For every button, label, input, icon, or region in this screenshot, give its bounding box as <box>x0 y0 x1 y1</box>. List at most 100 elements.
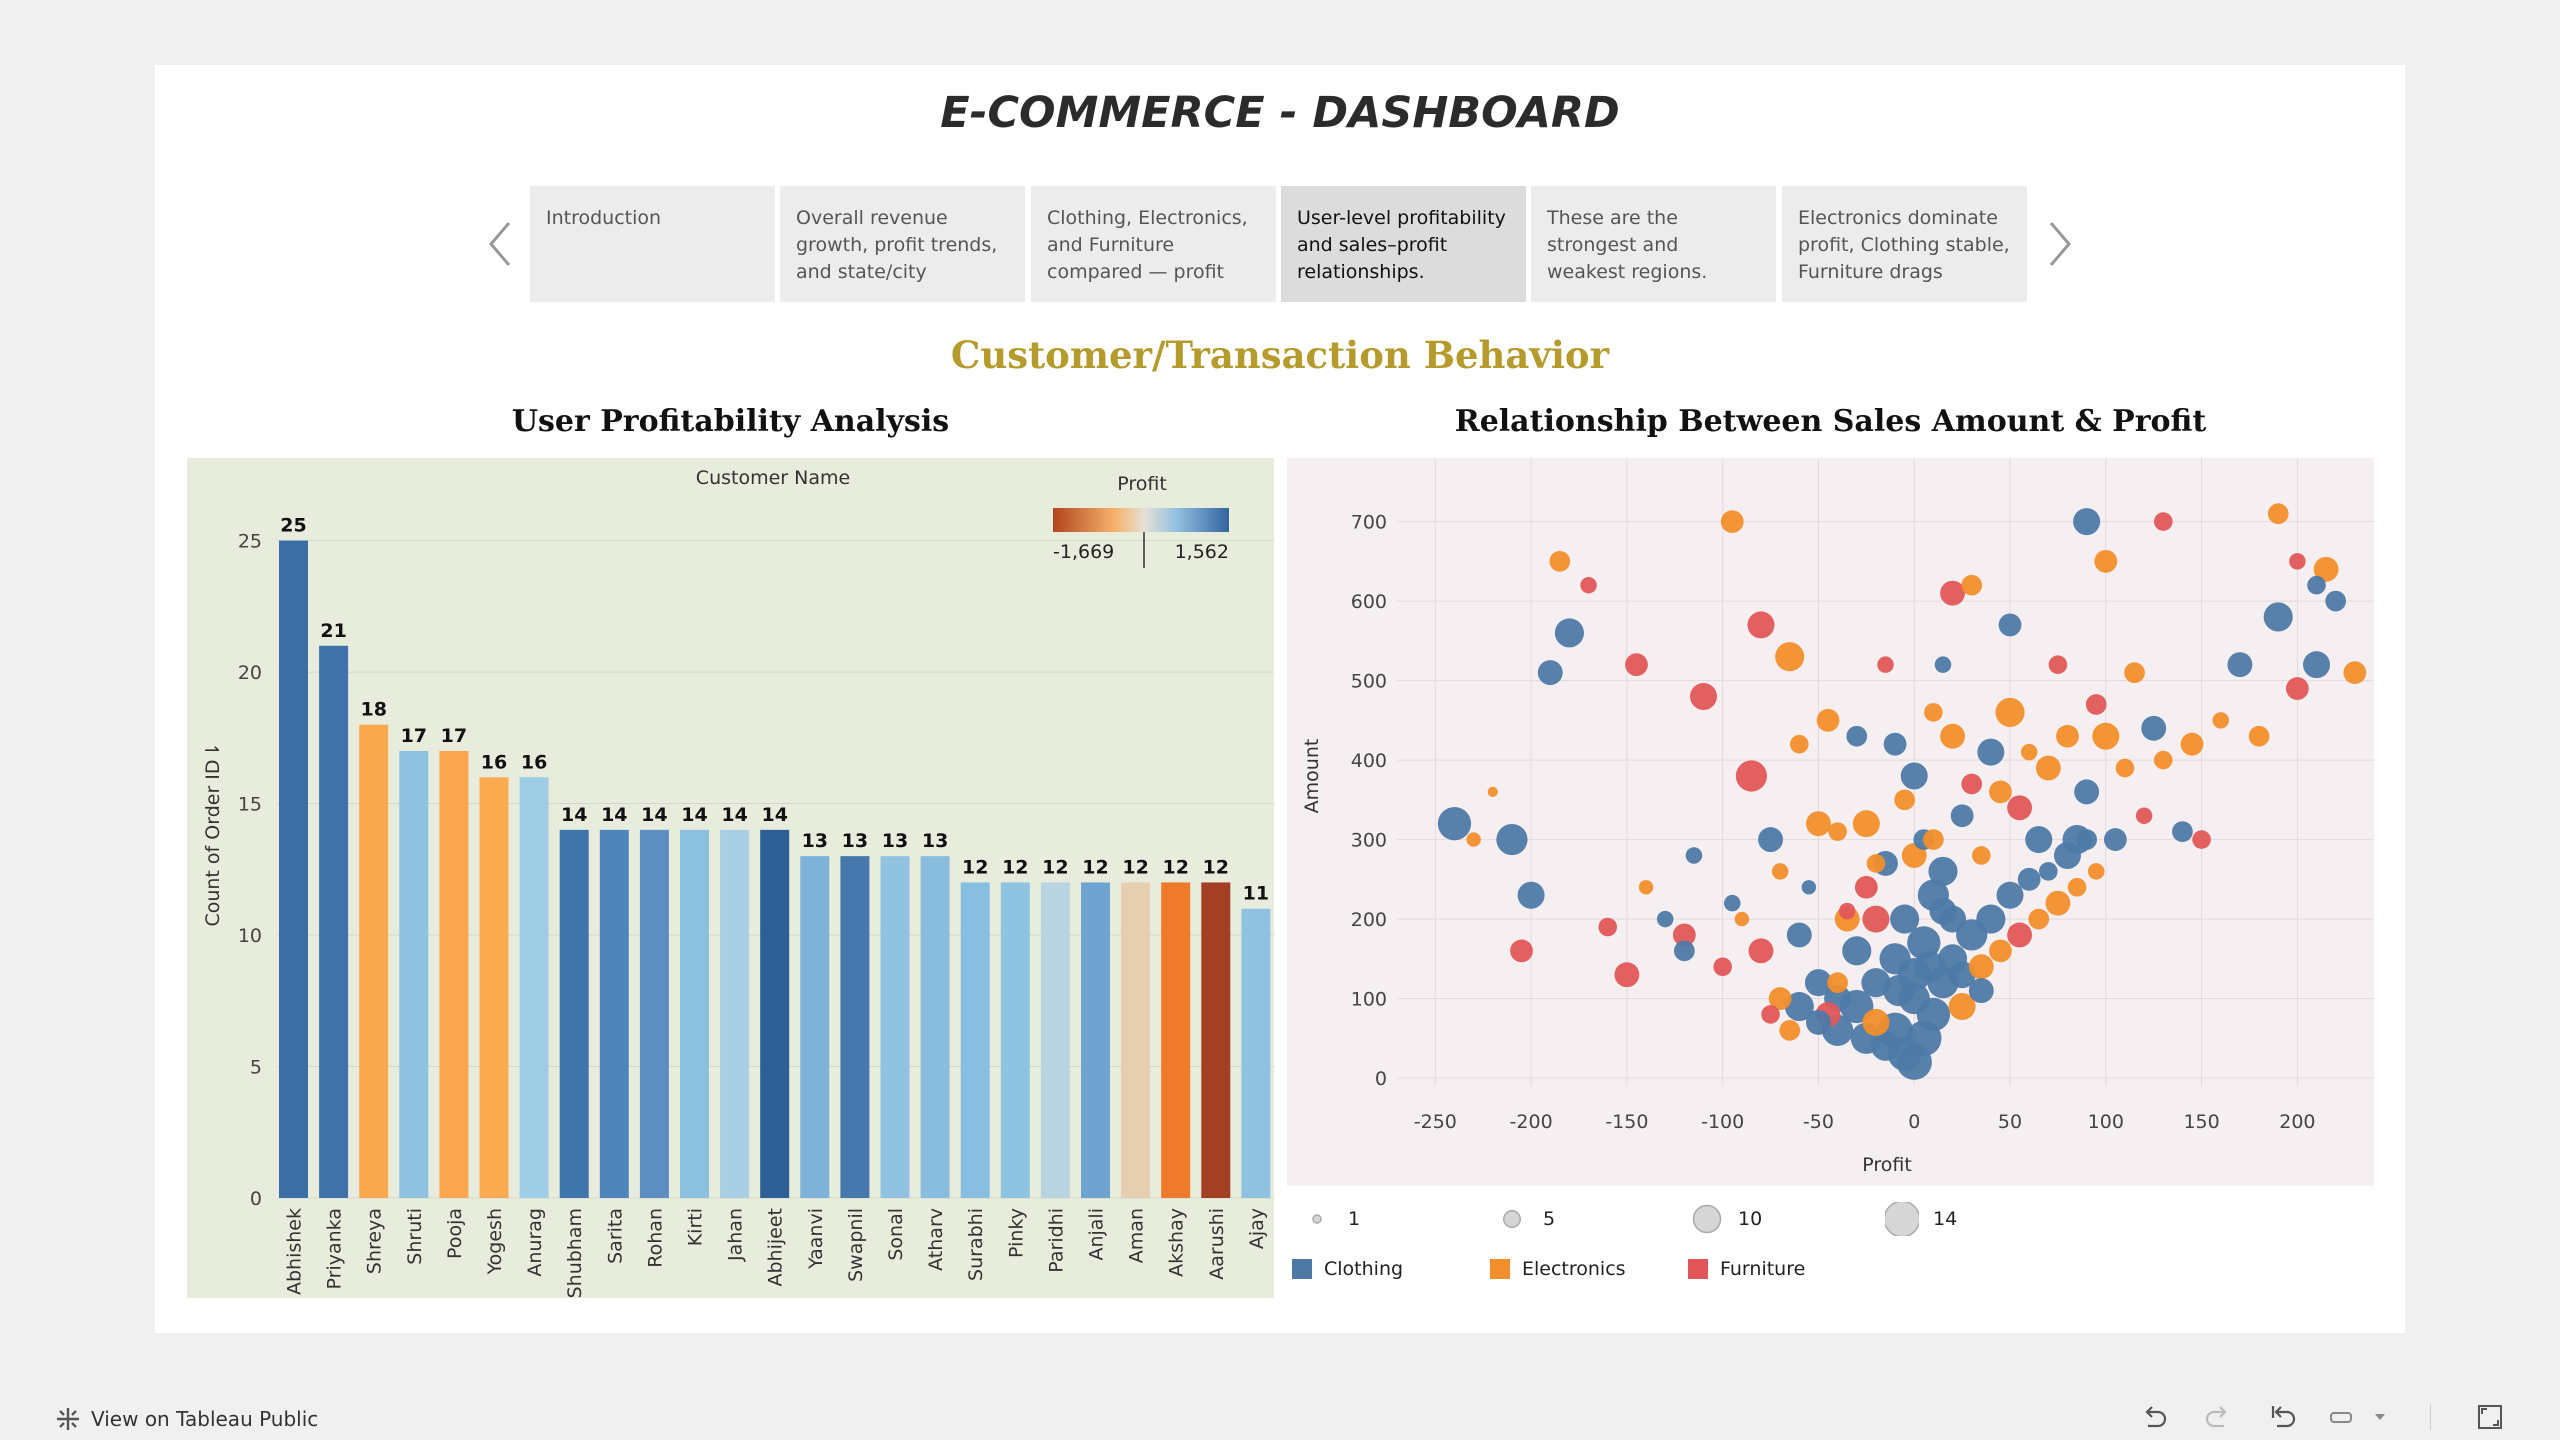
scatter-point[interactable] <box>2303 651 2331 679</box>
scatter-point[interactable] <box>1879 943 1911 975</box>
scatter-point[interactable] <box>1852 810 1880 838</box>
scatter-point[interactable] <box>2263 602 2293 632</box>
scatter-point[interactable] <box>1894 789 1916 811</box>
scatter-point[interactable] <box>1907 926 1941 960</box>
scatter-point[interactable] <box>1510 939 1533 963</box>
bar[interactable] <box>279 540 308 1198</box>
scatter-point[interactable] <box>1685 847 1703 864</box>
scatter-point[interactable] <box>2092 722 2120 750</box>
size-legend-item[interactable]: 1 <box>1300 1202 1360 1236</box>
scatter-point[interactable] <box>2248 725 2270 747</box>
scatter-point[interactable] <box>1580 576 1597 594</box>
scatter-point[interactable] <box>1672 923 1696 947</box>
scatter-point[interactable] <box>1614 962 1640 988</box>
profit-legend-gradient[interactable] <box>1053 508 1229 532</box>
scatter-chart[interactable]: -250 -200 -150 -100 -50 0 50 100 150 200 0 100 200 30… <box>1287 458 2374 1186</box>
scatter-point[interactable] <box>1496 823 1528 856</box>
scatter-point[interactable] <box>2039 862 2058 881</box>
story-point-4[interactable]: User-level profitability and sales–profi… <box>1281 186 1526 302</box>
scatter-point[interactable] <box>2074 779 2100 805</box>
scatter-point[interactable] <box>1913 951 1946 983</box>
bar[interactable] <box>599 829 629 1198</box>
bar[interactable] <box>479 777 509 1198</box>
scatter-point[interactable] <box>2103 828 2127 851</box>
scatter-point[interactable] <box>1948 961 1976 989</box>
scatter-point[interactable] <box>2141 715 2167 741</box>
scatter-point[interactable] <box>1437 807 1472 841</box>
scatter-chart-panel[interactable]: -250 -200 -150 -100 -50 0 50 100 150 200 0 100 200 30… <box>1287 458 2374 1186</box>
scatter-point[interactable] <box>2267 503 2289 524</box>
scatter-point[interactable] <box>1940 723 1965 749</box>
scatter-point[interactable] <box>1801 880 1817 895</box>
scatter-point[interactable] <box>2035 755 2061 781</box>
scatter-point[interactable] <box>1842 936 1872 966</box>
scatter-point[interactable] <box>1598 917 1618 937</box>
scatter-point[interactable] <box>2017 867 2041 891</box>
scatter-point[interactable] <box>1968 954 1994 980</box>
bar[interactable] <box>1241 908 1271 1198</box>
scatter-point[interactable] <box>2073 508 2101 536</box>
bar[interactable] <box>559 829 589 1198</box>
scatter-point[interactable] <box>1638 880 1654 895</box>
bar[interactable] <box>1121 882 1151 1198</box>
fullscreen-button[interactable] <box>2473 1400 2507 1434</box>
scatter-point[interactable] <box>1998 613 2022 637</box>
scatter-point[interactable] <box>1950 804 1974 828</box>
scatter-point[interactable] <box>2115 758 2135 778</box>
scatter-point[interactable] <box>1900 762 1928 790</box>
refresh-dropdown-button[interactable] <box>2370 1400 2390 1434</box>
scatter-point[interactable] <box>2153 512 2173 531</box>
scatter-point[interactable] <box>2124 662 2145 683</box>
category-legend-item-furniture[interactable]: Furniture <box>1688 1258 1805 1280</box>
scatter-point[interactable] <box>1656 910 1674 928</box>
scatter-point[interactable] <box>1877 656 1894 673</box>
scatter-point[interactable] <box>2325 590 2347 612</box>
bar[interactable] <box>399 750 429 1198</box>
scatter-point[interactable] <box>1870 1031 1901 1061</box>
scatter-point[interactable] <box>1723 894 1741 912</box>
bar[interactable] <box>720 829 750 1198</box>
scatter-point[interactable] <box>1549 550 1571 572</box>
scatter-point[interactable] <box>1804 969 1832 997</box>
scatter-point[interactable] <box>1806 1009 1831 1035</box>
revert-button[interactable] <box>2266 1400 2300 1434</box>
scatter-point[interactable] <box>2007 922 2033 948</box>
scatter-point[interactable] <box>2285 677 2309 700</box>
scatter-point[interactable] <box>1846 725 1868 747</box>
story-point-5[interactable]: These are the strongest and weakest regi… <box>1531 186 1776 302</box>
scatter-point[interactable] <box>1674 940 1695 962</box>
scatter-point[interactable] <box>1934 656 1952 673</box>
scatter-point[interactable] <box>1989 939 2012 963</box>
scatter-point[interactable] <box>1554 618 1584 648</box>
scatter-point[interactable] <box>2053 841 2081 869</box>
scatter-point[interactable] <box>1923 829 1944 850</box>
scatter-point[interactable] <box>2085 694 2107 715</box>
bar[interactable] <box>800 856 830 1198</box>
bar[interactable] <box>439 750 469 1198</box>
scatter-point[interactable] <box>2028 908 2050 930</box>
size-legend-item[interactable]: 10 <box>1690 1202 1762 1236</box>
scatter-point[interactable] <box>1940 580 1965 606</box>
scatter-point[interactable] <box>1866 854 1886 873</box>
scatter-point[interactable] <box>1862 905 1890 933</box>
bar[interactable] <box>639 829 669 1198</box>
scatter-point[interactable] <box>1537 660 1563 686</box>
bar-chart[interactable]: 0 5 10 15 20 25 Count of Order ID⇂ Customer Nam… <box>187 458 1274 1298</box>
scatter-point[interactable] <box>1928 856 1958 886</box>
scatter-point[interactable] <box>1968 978 1994 1004</box>
scatter-point[interactable] <box>1854 875 1878 899</box>
scatter-point[interactable] <box>1779 1020 1801 1041</box>
scatter-point[interactable] <box>1883 732 1907 756</box>
scatter-point[interactable] <box>1861 968 1891 998</box>
bar[interactable] <box>519 777 549 1198</box>
scatter-point[interactable] <box>1883 975 1915 1007</box>
scatter-point[interactable] <box>1768 987 1792 1010</box>
scatter-point[interactable] <box>1487 786 1498 797</box>
scatter-point[interactable] <box>2153 750 2173 770</box>
scatter-point[interactable] <box>2172 821 2193 842</box>
scatter-point[interactable] <box>2067 877 2087 897</box>
scatter-point[interactable] <box>1720 510 1744 533</box>
scatter-point[interactable] <box>1690 682 1718 710</box>
scatter-point[interactable] <box>1977 738 2005 766</box>
bar[interactable] <box>680 829 709 1198</box>
